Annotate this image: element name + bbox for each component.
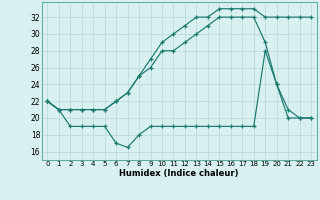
X-axis label: Humidex (Indice chaleur): Humidex (Indice chaleur) [119, 169, 239, 178]
